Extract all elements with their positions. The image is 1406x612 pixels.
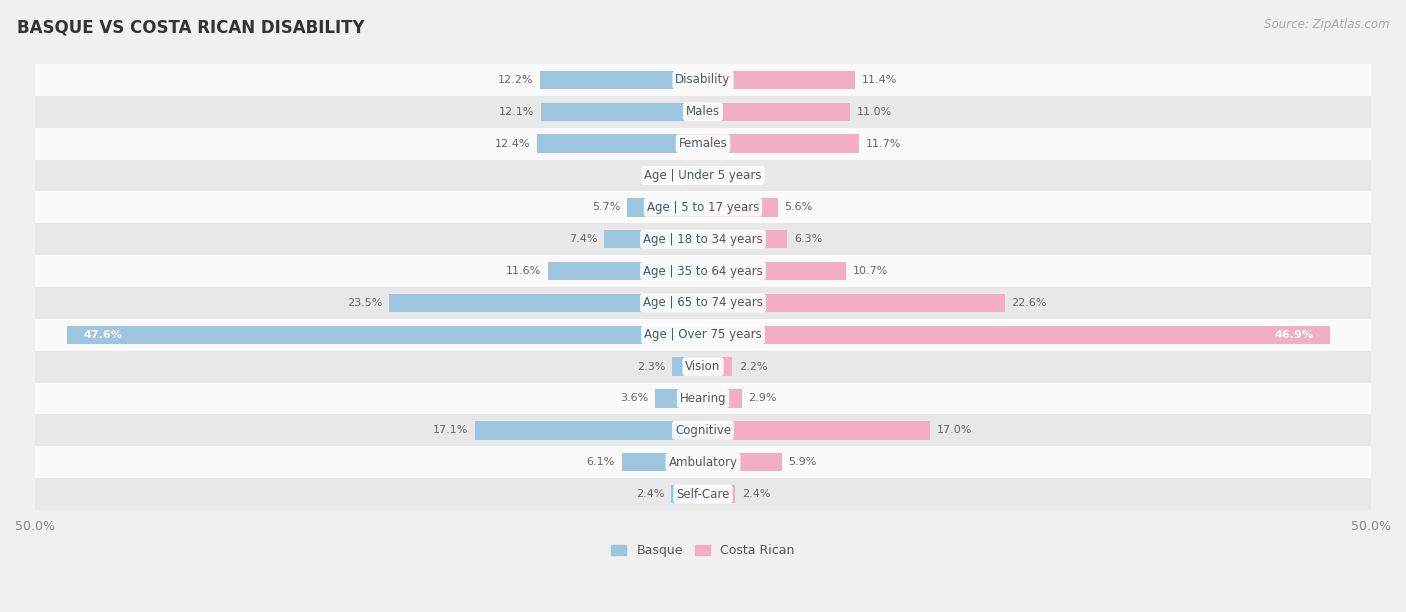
Bar — [703, 453, 782, 471]
Text: 17.0%: 17.0% — [936, 425, 972, 435]
Text: 11.6%: 11.6% — [506, 266, 541, 276]
Bar — [655, 389, 703, 408]
Text: 6.1%: 6.1% — [586, 457, 614, 467]
Bar — [672, 357, 703, 376]
Bar — [35, 192, 1371, 223]
Bar — [67, 326, 703, 344]
Text: 17.1%: 17.1% — [433, 425, 468, 435]
Bar — [605, 230, 703, 248]
Text: Self-Care: Self-Care — [676, 488, 730, 501]
Bar — [35, 446, 1371, 478]
Text: Hearing: Hearing — [679, 392, 727, 405]
Bar — [703, 485, 735, 503]
Text: 3.6%: 3.6% — [620, 394, 648, 403]
Text: 6.3%: 6.3% — [794, 234, 823, 244]
Bar — [35, 382, 1371, 414]
Bar — [35, 351, 1371, 382]
Bar — [703, 357, 733, 376]
Text: Vision: Vision — [685, 360, 721, 373]
Text: 2.4%: 2.4% — [742, 489, 770, 499]
Bar — [703, 326, 1330, 344]
Bar — [703, 166, 721, 185]
Bar — [35, 160, 1371, 192]
Text: Age | 5 to 17 years: Age | 5 to 17 years — [647, 201, 759, 214]
Text: 2.9%: 2.9% — [748, 394, 778, 403]
Text: Age | 18 to 34 years: Age | 18 to 34 years — [643, 233, 763, 245]
Text: Females: Females — [679, 137, 727, 150]
Bar — [703, 389, 742, 408]
Bar — [703, 70, 855, 89]
Text: Age | Under 5 years: Age | Under 5 years — [644, 169, 762, 182]
Legend: Basque, Costa Rican: Basque, Costa Rican — [612, 544, 794, 558]
Bar — [703, 421, 931, 439]
Text: 2.2%: 2.2% — [740, 362, 768, 371]
Text: 10.7%: 10.7% — [852, 266, 889, 276]
Text: Cognitive: Cognitive — [675, 424, 731, 437]
Bar — [703, 135, 859, 153]
Text: 5.9%: 5.9% — [789, 457, 817, 467]
Bar — [35, 64, 1371, 96]
Bar — [627, 198, 703, 217]
Text: 11.0%: 11.0% — [856, 106, 891, 117]
Bar — [35, 96, 1371, 128]
Text: 1.4%: 1.4% — [728, 171, 756, 181]
Bar — [475, 421, 703, 439]
Bar — [621, 453, 703, 471]
Text: Age | 65 to 74 years: Age | 65 to 74 years — [643, 296, 763, 310]
Bar — [703, 102, 851, 121]
Text: 1.3%: 1.3% — [651, 171, 679, 181]
Bar — [540, 70, 703, 89]
Bar — [541, 102, 703, 121]
Bar — [703, 198, 778, 217]
Bar — [35, 255, 1371, 287]
Bar — [35, 478, 1371, 510]
Bar — [389, 294, 703, 312]
Text: 12.4%: 12.4% — [495, 138, 530, 149]
Bar — [537, 135, 703, 153]
Text: 47.6%: 47.6% — [83, 330, 122, 340]
Bar — [35, 128, 1371, 160]
Text: 23.5%: 23.5% — [347, 298, 382, 308]
Text: Age | 35 to 64 years: Age | 35 to 64 years — [643, 264, 763, 277]
Text: 7.4%: 7.4% — [569, 234, 598, 244]
Text: Source: ZipAtlas.com: Source: ZipAtlas.com — [1264, 18, 1389, 31]
Text: 11.7%: 11.7% — [866, 138, 901, 149]
Text: 5.6%: 5.6% — [785, 203, 813, 212]
Text: Ambulatory: Ambulatory — [668, 456, 738, 469]
Bar — [686, 166, 703, 185]
Bar — [35, 414, 1371, 446]
Text: 2.3%: 2.3% — [637, 362, 665, 371]
Text: 2.4%: 2.4% — [636, 489, 664, 499]
Text: 12.2%: 12.2% — [498, 75, 533, 85]
Bar — [703, 230, 787, 248]
Bar — [703, 262, 846, 280]
Text: 11.4%: 11.4% — [862, 75, 897, 85]
Text: Males: Males — [686, 105, 720, 118]
Text: Disability: Disability — [675, 73, 731, 86]
Text: 12.1%: 12.1% — [499, 106, 534, 117]
Text: Age | Over 75 years: Age | Over 75 years — [644, 328, 762, 341]
Text: 46.9%: 46.9% — [1275, 330, 1313, 340]
Bar — [703, 294, 1005, 312]
Text: 22.6%: 22.6% — [1011, 298, 1047, 308]
Bar — [548, 262, 703, 280]
Bar — [35, 319, 1371, 351]
Bar — [35, 223, 1371, 255]
Text: BASQUE VS COSTA RICAN DISABILITY: BASQUE VS COSTA RICAN DISABILITY — [17, 18, 364, 36]
Text: 5.7%: 5.7% — [592, 203, 620, 212]
Bar — [35, 287, 1371, 319]
Bar — [671, 485, 703, 503]
